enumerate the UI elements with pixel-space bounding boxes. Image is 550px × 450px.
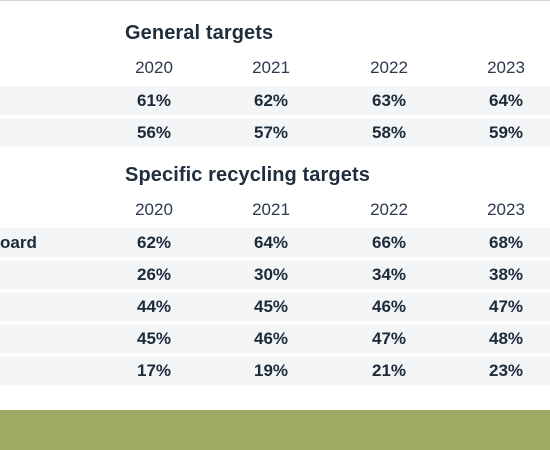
value-cell: 61% xyxy=(136,91,172,110)
year-header-2023: 2023 xyxy=(487,200,525,219)
value-cell: 17% xyxy=(136,361,172,380)
value-cell: 64% xyxy=(488,91,524,110)
value-cell: 38% xyxy=(488,265,524,284)
table-row: 26% 30% 34% 38% xyxy=(0,260,550,289)
value-cell: 48% xyxy=(488,329,524,348)
value-cell: 47% xyxy=(488,297,524,316)
table-row: 17% 19% 21% 23% xyxy=(0,356,550,385)
value-cell: 45% xyxy=(253,297,289,316)
value-cell: 30% xyxy=(253,265,289,284)
value-cell: 44% xyxy=(136,297,172,316)
value-cell: 66% xyxy=(371,233,407,252)
value-cell: 59% xyxy=(488,123,524,142)
value-cell: 47% xyxy=(371,329,407,348)
table-row: 45% 46% 47% 48% xyxy=(0,324,550,353)
row-label: oard xyxy=(0,233,37,252)
footer-band xyxy=(0,410,550,450)
value-cell: 58% xyxy=(371,123,407,142)
value-cell: 63% xyxy=(371,91,407,110)
value-cell: 46% xyxy=(253,329,289,348)
value-cell: 19% xyxy=(253,361,289,380)
year-header-2022: 2022 xyxy=(370,58,408,77)
top-divider xyxy=(0,0,550,1)
value-cell: 26% xyxy=(136,265,172,284)
specific-year-header: 2020 2021 2022 2023 xyxy=(0,198,550,222)
general-targets-title: General targets xyxy=(125,22,274,44)
value-cell: 45% xyxy=(136,329,172,348)
value-cell: 46% xyxy=(371,297,407,316)
value-cell: 56% xyxy=(136,123,172,142)
value-cell: 34% xyxy=(371,265,407,284)
value-cell: 68% xyxy=(488,233,524,252)
year-header-2020: 2020 xyxy=(135,58,173,77)
value-cell: 64% xyxy=(253,233,289,252)
value-cell: 21% xyxy=(371,361,407,380)
year-header-2022: 2022 xyxy=(370,200,408,219)
year-header-2023: 2023 xyxy=(487,58,525,77)
table-row: 44% 45% 46% 47% xyxy=(0,292,550,321)
value-cell: 57% xyxy=(253,123,289,142)
year-header-2020: 2020 xyxy=(135,200,173,219)
year-header-2021: 2021 xyxy=(252,58,290,77)
value-cell: 62% xyxy=(253,91,289,110)
table-row: 56% 57% 58% 59% xyxy=(0,118,550,147)
specific-recycling-targets-title: Specific recycling targets xyxy=(125,164,370,186)
table-row: oard 62% 64% 66% 68% xyxy=(0,228,550,257)
value-cell: 62% xyxy=(136,233,172,252)
general-year-header: 2020 2021 2022 2023 xyxy=(0,56,550,80)
year-header-2021: 2021 xyxy=(252,200,290,219)
table-row: 61% 62% 63% 64% xyxy=(0,86,550,115)
value-cell: 23% xyxy=(488,361,524,380)
